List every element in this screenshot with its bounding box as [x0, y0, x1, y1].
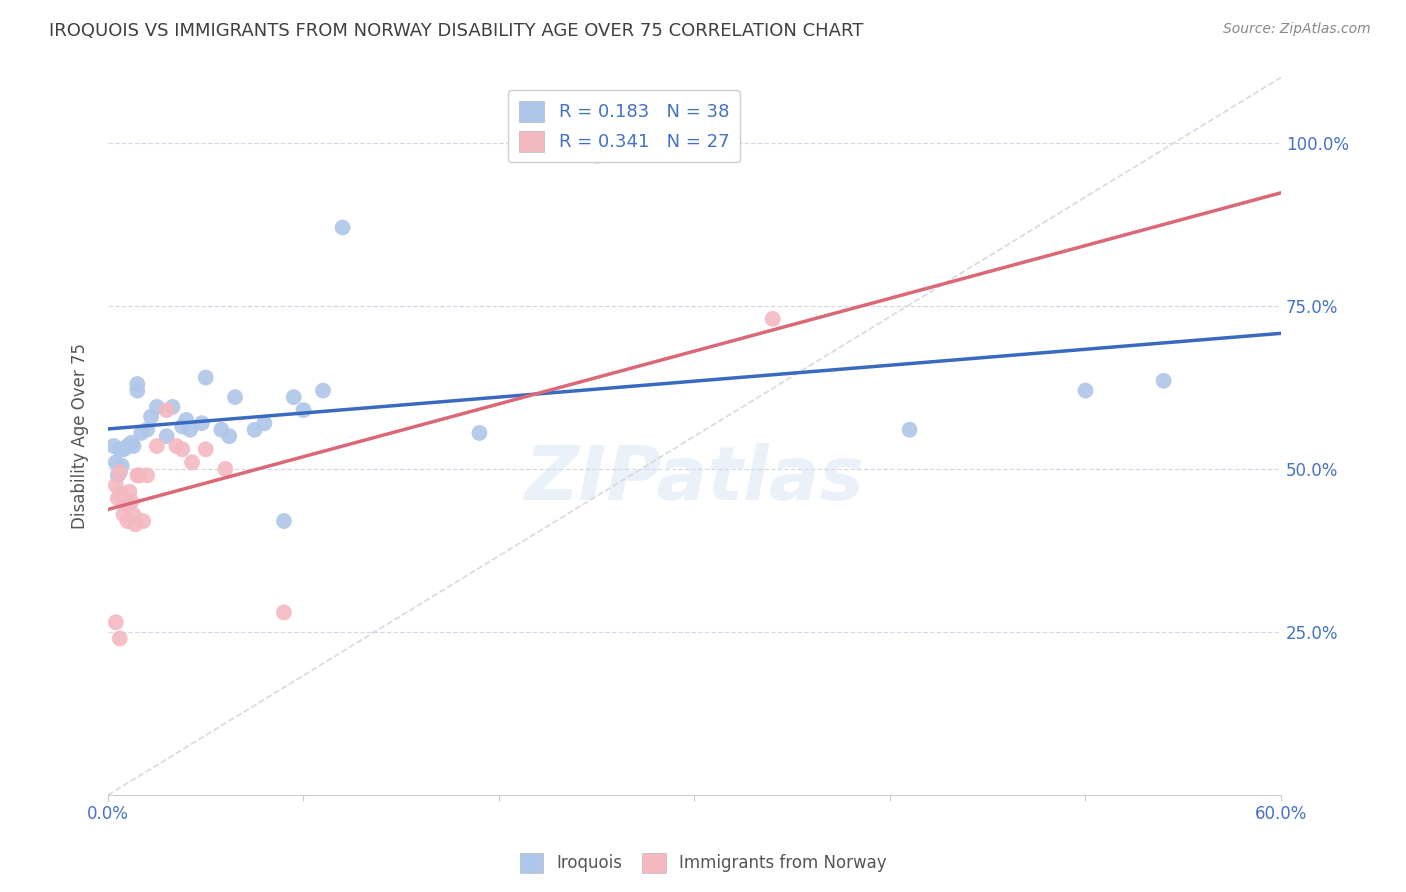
Point: [108, 442, 131, 457]
Point: [103, 439, 125, 453]
Point: [209, 423, 232, 437]
Point: [762, 311, 785, 326]
Point: [114, 494, 136, 508]
Point: [283, 390, 305, 404]
Point: [898, 423, 921, 437]
Point: [1153, 374, 1175, 388]
Text: IROQUOIS VS IMMIGRANTS FROM NORWAY DISABILITY AGE OVER 75 CORRELATION CHART: IROQUOIS VS IMMIGRANTS FROM NORWAY DISAB…: [49, 22, 863, 40]
Point: [172, 419, 194, 434]
Point: [111, 458, 134, 473]
Legend: Iroquois, Immigrants from Norway: Iroquois, Immigrants from Norway: [513, 847, 893, 880]
Point: [218, 429, 240, 443]
Point: [292, 403, 315, 417]
Point: [156, 429, 179, 443]
Point: [108, 488, 131, 502]
Point: [1074, 384, 1097, 398]
Point: [146, 439, 169, 453]
Point: [332, 220, 354, 235]
Point: [117, 498, 139, 512]
Point: [132, 514, 155, 528]
Point: [117, 514, 139, 528]
Legend: R = 0.183   N = 38, R = 0.341   N = 27: R = 0.183 N = 38, R = 0.341 N = 27: [508, 90, 740, 162]
Point: [312, 384, 335, 398]
Point: [112, 494, 135, 508]
Point: [273, 514, 295, 528]
Point: [127, 468, 149, 483]
Point: [191, 416, 214, 430]
Point: [165, 439, 187, 453]
Point: [146, 400, 169, 414]
Text: ZIPatlas: ZIPatlas: [524, 442, 865, 516]
Point: [120, 494, 142, 508]
Point: [122, 439, 145, 453]
Point: [253, 416, 276, 430]
Point: [162, 400, 184, 414]
Point: [108, 465, 131, 479]
Point: [127, 377, 149, 392]
Point: [108, 465, 131, 479]
Point: [179, 423, 201, 437]
Point: [127, 384, 149, 398]
Point: [585, 149, 607, 163]
Text: Source: ZipAtlas.com: Source: ZipAtlas.com: [1223, 22, 1371, 37]
Point: [118, 484, 141, 499]
Point: [224, 390, 246, 404]
Point: [243, 423, 266, 437]
Point: [136, 423, 159, 437]
Point: [129, 425, 152, 440]
Point: [104, 615, 127, 630]
Y-axis label: Disability Age Over 75: Disability Age Over 75: [72, 343, 89, 529]
Point: [112, 508, 135, 522]
Point: [194, 370, 217, 384]
Point: [104, 478, 127, 492]
Point: [111, 488, 134, 502]
Point: [108, 632, 131, 646]
Point: [120, 435, 142, 450]
Point: [122, 508, 145, 522]
Point: [181, 455, 204, 469]
Point: [273, 606, 295, 620]
Point: [124, 517, 146, 532]
Point: [139, 409, 162, 424]
Point: [174, 413, 197, 427]
Point: [468, 425, 491, 440]
Point: [214, 462, 236, 476]
Point: [194, 442, 217, 457]
Point: [172, 442, 194, 457]
Point: [136, 468, 159, 483]
Point: [107, 491, 129, 506]
Point: [128, 468, 150, 483]
Point: [156, 403, 179, 417]
Point: [112, 442, 135, 457]
Point: [117, 439, 139, 453]
Point: [107, 468, 129, 483]
Point: [104, 455, 127, 469]
